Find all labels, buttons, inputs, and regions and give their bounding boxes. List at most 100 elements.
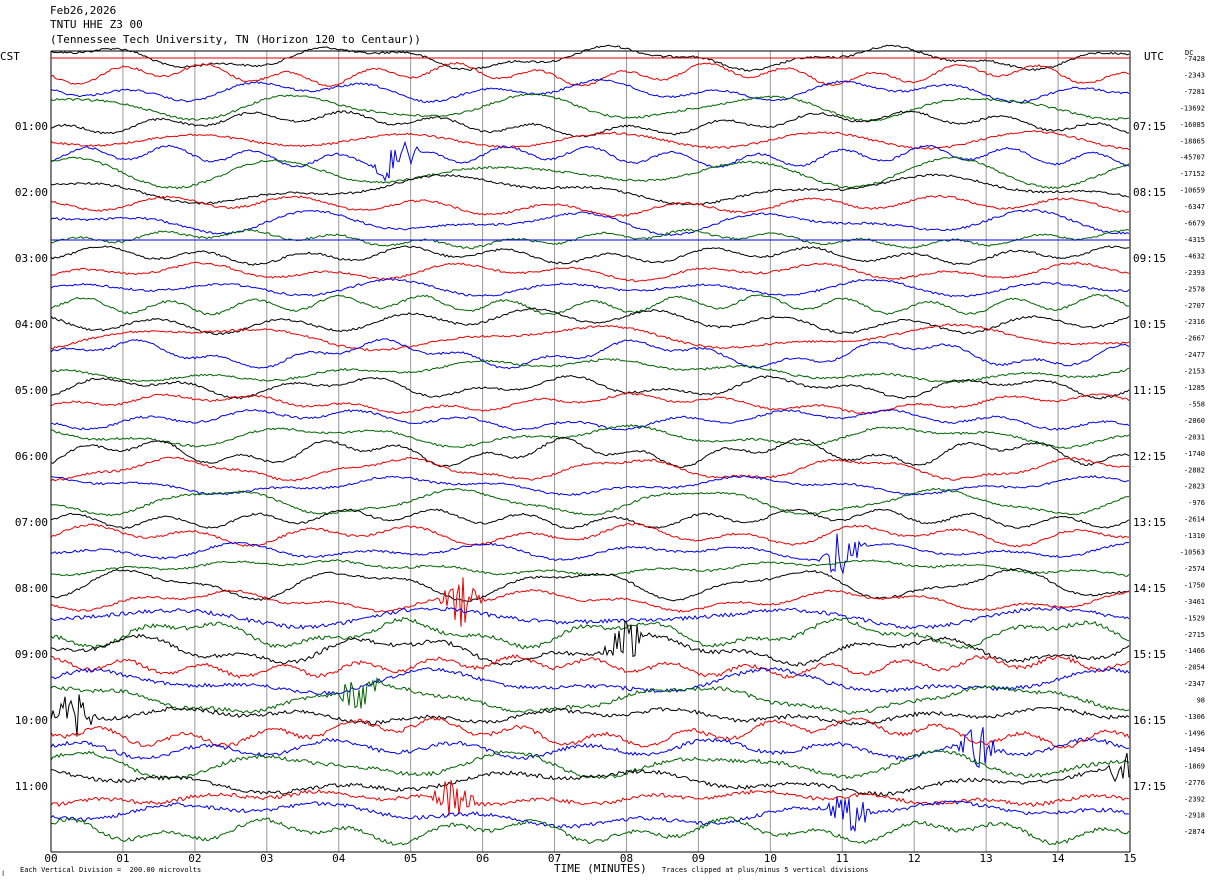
- x-tick-label: 08: [620, 852, 633, 865]
- dc-offset-label: -2031: [1184, 433, 1205, 441]
- seismic-traces: [50, 44, 1130, 846]
- dc-offset-label: -16085: [1180, 121, 1205, 129]
- trace-line: [50, 716, 1130, 749]
- trace-line: [50, 245, 1130, 266]
- right-hour-label: 17:15: [1133, 780, 1166, 793]
- dc-offset-label: -2060: [1184, 417, 1205, 425]
- x-tick-label: 00: [44, 852, 57, 865]
- dc-offset-label: -4632: [1184, 252, 1205, 260]
- dc-offset-label: -2614: [1184, 516, 1205, 524]
- trace-line: [50, 228, 1130, 250]
- dc-offset-label: -1496: [1184, 729, 1205, 737]
- left-hour-label: 09:00: [15, 648, 48, 661]
- trace-line: [50, 694, 1130, 737]
- scale-note: Each Vertical Division = 200.00 microvol…: [20, 866, 202, 874]
- dc-offset-label: -1494: [1184, 746, 1205, 754]
- corner-mark: ا: [1, 870, 6, 878]
- trace-line: [50, 110, 1130, 138]
- trace-line: [50, 749, 1130, 781]
- trace-line: [50, 408, 1130, 431]
- x-tick-label: 01: [116, 852, 129, 865]
- x-tick-label: 12: [908, 852, 921, 865]
- trace-line: [50, 654, 1130, 679]
- right-timezone-label: UTC: [1144, 50, 1164, 63]
- dc-offset-label: -1529: [1184, 614, 1205, 622]
- left-hour-label: 08:00: [15, 582, 48, 595]
- dc-offset-label: -976: [1188, 499, 1205, 507]
- date-label: Feb26,2026: [50, 4, 117, 17]
- x-tick-label: 03: [260, 852, 273, 865]
- trace-line: [50, 278, 1130, 298]
- trace-line: [50, 568, 1130, 602]
- trace-line: [50, 437, 1130, 469]
- right-hour-label: 13:15: [1133, 516, 1166, 529]
- x-tick-label: 14: [1051, 852, 1065, 865]
- x-tick-label: 15: [1123, 852, 1136, 865]
- right-hour-label: 14:15: [1133, 582, 1166, 595]
- dc-offset-label: -2715: [1184, 631, 1205, 639]
- dc-offset-label: -1310: [1184, 532, 1205, 540]
- trace-line: [50, 666, 1130, 696]
- left-hour-label: 07:00: [15, 516, 48, 529]
- x-tick-label: 04: [332, 852, 346, 865]
- dc-offset-label: -17152: [1180, 170, 1205, 178]
- trace-line: [50, 559, 1130, 577]
- dc-offset-label: -45707: [1180, 154, 1205, 162]
- dc-offset-label: -1285: [1184, 384, 1205, 392]
- x-tick-label: 07: [548, 852, 561, 865]
- trace-line: [50, 130, 1130, 151]
- dc-offset-label: -6679: [1184, 220, 1205, 228]
- trace-line: [50, 424, 1130, 449]
- dc-offset-label: -2667: [1184, 335, 1205, 343]
- trace-line: [50, 261, 1130, 283]
- x-tick-label: 02: [188, 852, 201, 865]
- left-hour-label: 10:00: [15, 714, 48, 727]
- trace-line: [50, 456, 1130, 482]
- trace-line: [50, 619, 1130, 667]
- right-hour-label: 15:15: [1133, 648, 1166, 661]
- trace-line: [50, 323, 1130, 352]
- dc-offset-label: -18865: [1180, 137, 1205, 145]
- right-hour-label: 16:15: [1133, 714, 1166, 727]
- x-tick-label: 05: [404, 852, 417, 865]
- dc-offset-label: -2882: [1184, 466, 1205, 474]
- dc-offset-label: -7281: [1184, 88, 1205, 96]
- trace-line: [50, 156, 1130, 190]
- right-hour-label: 08:15: [1133, 186, 1166, 199]
- dc-offset-label: -4315: [1184, 236, 1205, 244]
- dc-offset-label: -10563: [1180, 549, 1205, 557]
- dc-offset-label: -2823: [1184, 483, 1205, 491]
- dc-offset-label: -2707: [1184, 302, 1205, 310]
- trace-line: [50, 140, 1130, 183]
- x-tick-label: 13: [980, 852, 993, 865]
- site-label: (Tennessee Tech University, TN (Horizon …: [50, 33, 421, 46]
- x-tick-label: 10: [764, 852, 777, 865]
- left-hour-label: 01:00: [15, 120, 48, 133]
- trace-line: [50, 727, 1130, 768]
- dc-offset-label: -2392: [1184, 795, 1205, 803]
- trace-line: [50, 44, 1130, 72]
- dc-offset-label: -1740: [1184, 450, 1205, 458]
- dc-offset-label: -1750: [1184, 581, 1205, 589]
- dc-offset-label: -6347: [1184, 203, 1205, 211]
- left-hour-label: 03:00: [15, 252, 48, 265]
- trace-line: [50, 307, 1130, 336]
- trace-line: [50, 816, 1130, 846]
- trace-line: [50, 209, 1130, 236]
- dc-offset-label: -1466: [1184, 647, 1205, 655]
- left-hour-label: 02:00: [15, 186, 48, 199]
- dc-offset-label: -3461: [1184, 598, 1205, 606]
- right-hour-label: 12:15: [1133, 450, 1166, 463]
- dc-offset-label: -2578: [1184, 285, 1205, 293]
- trace-line: [50, 508, 1130, 530]
- left-timezone-label: CST: [0, 50, 20, 63]
- dc-column-label: DC: [1185, 49, 1194, 57]
- trace-line: [50, 780, 1130, 816]
- left-hour-label: 05:00: [15, 384, 48, 397]
- right-hour-label: 07:15: [1133, 120, 1166, 133]
- x-tick-label: 06: [476, 852, 489, 865]
- dc-offset-label: -2776: [1184, 779, 1205, 787]
- trace-line: [50, 796, 1130, 832]
- plot-frame: [50, 50, 1131, 853]
